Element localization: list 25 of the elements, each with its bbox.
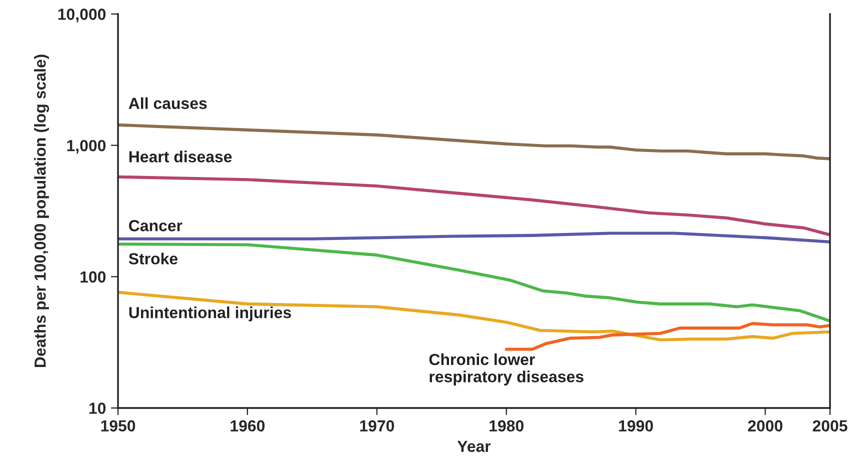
x-tick-label: 1950	[101, 420, 136, 432]
x-tick-label: 1990	[619, 420, 653, 432]
y-tick-label: 10	[89, 402, 106, 414]
y-tick-label: 100	[80, 271, 106, 283]
line-series	[118, 232, 830, 244]
y-tick-label: 10,000	[58, 8, 106, 22]
x-tick-label: 2000	[748, 420, 782, 432]
y-tick-label: 1,000	[67, 140, 106, 154]
series-label: All causes	[128, 97, 207, 110]
series-label: Unintentional injuries	[129, 306, 291, 322]
x-tick-label: 1960	[230, 420, 265, 432]
line-series	[118, 290, 830, 342]
series-label: Heart disease	[129, 150, 232, 162]
x-tick-label: 1970	[360, 420, 394, 432]
y-axis-title: Deaths per 100,000 population (log scale)	[34, 54, 50, 368]
series-label: Chronic lower respiratory diseases	[429, 353, 584, 386]
series-label: Cancer	[129, 220, 182, 232]
x-tick-label: 2005	[812, 420, 848, 432]
x-tick-label: 1980	[490, 420, 524, 432]
series-label: Stroke	[128, 252, 178, 264]
line-series	[118, 123, 830, 160]
line-series	[118, 242, 830, 322]
x-axis-title: Year	[457, 440, 491, 452]
line-series	[118, 175, 830, 236]
line-series	[504, 322, 830, 351]
